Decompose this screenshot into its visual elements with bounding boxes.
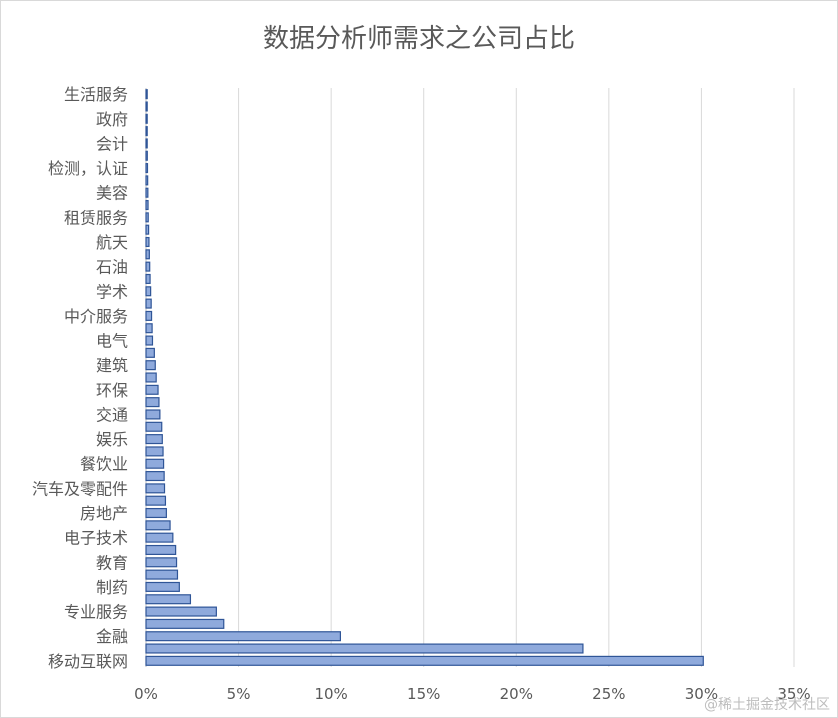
chart-title: 数据分析师需求之公司占比: [262, 24, 575, 54]
bar: [145, 458, 165, 469]
category-label: 石油: [96, 258, 128, 277]
bar: [145, 446, 164, 457]
bar: [145, 199, 149, 211]
bar: [145, 409, 161, 420]
bar: [145, 606, 217, 617]
x-tick-label: 30%: [685, 685, 718, 703]
bar: [145, 471, 165, 482]
bar: [145, 483, 166, 494]
category-label: 汽车及零配件: [32, 479, 128, 498]
bar: [145, 544, 177, 556]
bar: [145, 532, 174, 543]
bar: [145, 261, 151, 272]
category-label: 中介服务: [64, 307, 128, 326]
category-label: 电气: [96, 332, 128, 351]
x-tick-label: 15%: [407, 685, 440, 703]
category-label: 检测，认证: [48, 159, 128, 178]
x-tick-label: 5%: [227, 685, 251, 703]
category-label: 电子技术: [64, 529, 128, 548]
x-tick-label: 10%: [314, 685, 347, 703]
bar: [145, 126, 148, 137]
category-label: 制药: [96, 578, 128, 597]
x-tick-label: 35%: [777, 685, 810, 703]
category-label: 会计: [96, 134, 128, 153]
bar: [145, 581, 180, 592]
bar: [145, 347, 155, 358]
category-label: 建筑: [96, 356, 128, 375]
bar: [145, 113, 148, 124]
bar: [145, 249, 150, 260]
category-label: 移动互联网: [48, 652, 128, 671]
bar: [145, 335, 154, 346]
bar: [145, 618, 225, 629]
bar: [145, 397, 160, 408]
category-label: 政府: [96, 110, 128, 129]
x-tick-label: 20%: [500, 685, 533, 703]
bar: [145, 569, 179, 580]
x-tick-label: 25%: [592, 685, 625, 703]
bar: [145, 286, 152, 297]
bar: [145, 631, 341, 642]
category-label: 学术: [96, 282, 128, 301]
category-label: 金融: [96, 627, 128, 646]
bar: [145, 101, 148, 112]
bar: [145, 323, 153, 334]
bar: [145, 384, 159, 395]
bar: [145, 298, 152, 309]
bar: [145, 273, 151, 284]
bar: [145, 175, 149, 186]
category-label: 餐饮业: [80, 455, 128, 474]
category-label: 教育: [96, 553, 128, 572]
category-label: 交通: [96, 405, 128, 424]
category-label: 航天: [96, 233, 128, 252]
bar: [145, 372, 157, 383]
category-label: 生活服务: [64, 85, 128, 104]
bar: [145, 557, 178, 568]
category-label: 娱乐: [96, 430, 128, 449]
bar: [145, 310, 153, 321]
category-label: 环保: [96, 381, 128, 400]
bar: [145, 520, 171, 531]
bar: [145, 163, 149, 174]
bar: [145, 224, 150, 235]
bar: [145, 643, 584, 654]
bar: [145, 495, 167, 506]
category-label: 房地产: [80, 504, 128, 523]
bar: [145, 360, 156, 371]
bar: [145, 212, 149, 223]
category-label: 专业服务: [64, 603, 128, 622]
bar: [145, 655, 704, 666]
bar: [145, 187, 149, 198]
bar: [145, 507, 167, 519]
bar: [145, 89, 148, 100]
bar: [145, 594, 192, 605]
category-label: 美容: [96, 184, 128, 203]
bar: [145, 150, 148, 161]
bar: [145, 236, 150, 248]
category-label: 租赁服务: [64, 208, 128, 227]
bar: [145, 138, 148, 149]
bar: [145, 421, 163, 432]
bar: [145, 434, 163, 445]
x-tick-label: 0%: [134, 685, 158, 703]
watermark: @稀土掘金技术社区: [704, 697, 830, 713]
